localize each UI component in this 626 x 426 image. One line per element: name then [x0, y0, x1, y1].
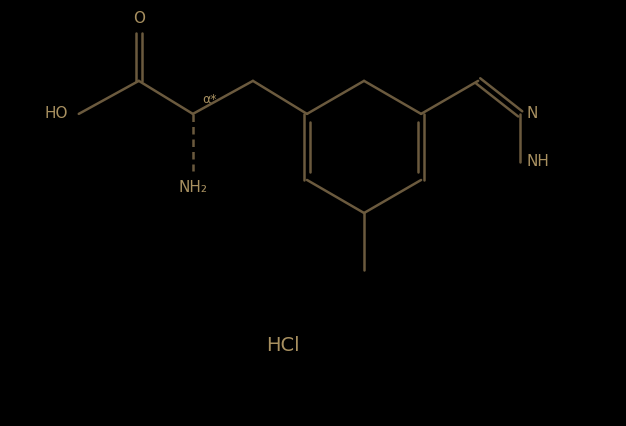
Text: N: N — [526, 106, 538, 121]
Text: NH₂: NH₂ — [178, 180, 207, 195]
Text: α*: α* — [202, 93, 217, 106]
Text: HO: HO — [44, 106, 68, 121]
Text: HCl: HCl — [266, 336, 300, 354]
Text: O: O — [133, 11, 145, 26]
Text: NH: NH — [526, 155, 549, 170]
